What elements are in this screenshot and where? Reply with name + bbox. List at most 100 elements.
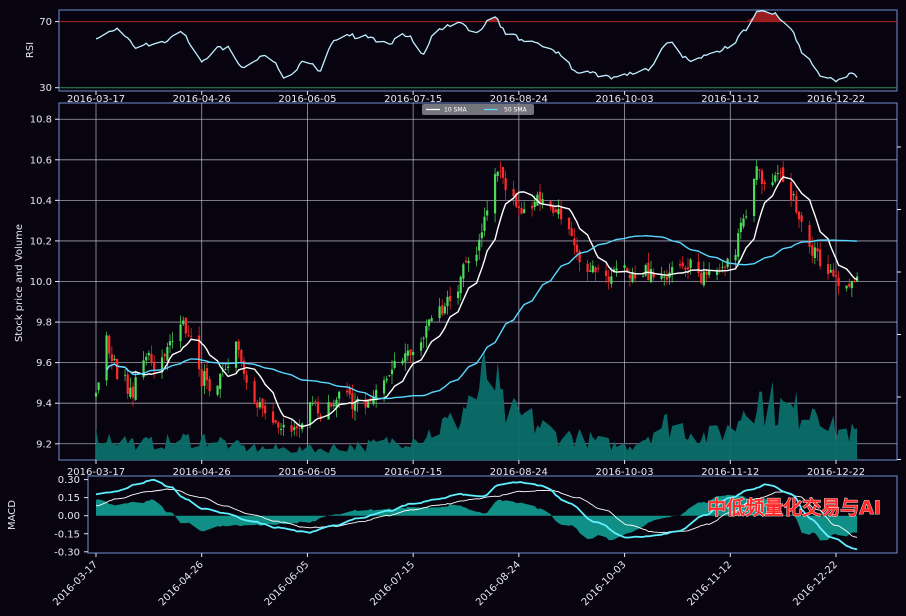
candle-up	[219, 373, 222, 390]
rsi-xtick-label: 2016-08-24	[490, 94, 548, 105]
macd-line	[95, 478, 858, 551]
candle-down	[441, 305, 444, 315]
candle-up	[234, 341, 238, 368]
candle-down	[578, 251, 581, 263]
candle-up	[123, 374, 127, 376]
candle-up	[412, 352, 415, 356]
candle-down	[538, 191, 542, 205]
candle-down	[504, 177, 507, 191]
candle-down	[758, 169, 761, 171]
candle-down	[256, 402, 259, 408]
candle-down	[110, 354, 113, 362]
candle-down	[789, 182, 793, 201]
candle-up	[486, 210, 489, 216]
candle-up	[589, 270, 592, 272]
candle-down	[501, 167, 505, 178]
candle-down	[512, 189, 515, 197]
price-ytick-label: 10.4	[30, 196, 52, 207]
candle-down	[570, 228, 573, 237]
candle-down	[848, 283, 851, 287]
candle-up	[443, 306, 446, 314]
candle-up	[641, 276, 645, 278]
rsi-frame	[58, 9, 898, 92]
candle-down	[560, 208, 563, 220]
rsi-ylabel: RSI	[25, 42, 36, 58]
rsi-xtick-label: 2016-06-05	[278, 94, 336, 105]
price-ytick-label: 9.2	[36, 439, 52, 450]
candle-down	[290, 425, 293, 432]
candle-down	[697, 261, 700, 274]
candle-up	[332, 404, 335, 407]
price-ylabel: Stock price and Volume	[14, 224, 25, 342]
candle-up	[388, 375, 391, 377]
candle-down	[242, 360, 246, 375]
candle-down	[782, 167, 785, 182]
candle-up	[644, 265, 647, 276]
candle-up	[382, 380, 386, 394]
candle-up	[367, 400, 370, 408]
candle-up	[660, 275, 663, 279]
rsi-xtick-label: 2016-03-17	[67, 94, 125, 105]
candle-up	[671, 267, 674, 273]
candle-up	[338, 391, 341, 399]
candle-up	[742, 218, 745, 227]
candle-down	[348, 387, 351, 395]
candle-down	[190, 336, 193, 338]
price-xtick-label: 2016-12-22	[807, 467, 865, 478]
candle-down	[131, 386, 135, 398]
candle-down	[314, 401, 317, 403]
candle-up	[523, 209, 526, 213]
candle-up	[715, 270, 719, 276]
candle-down	[567, 217, 571, 230]
candle-down	[549, 201, 552, 208]
candle-up	[335, 399, 338, 408]
candle-up	[663, 276, 666, 278]
rsi-xtick-label: 2016-12-22	[807, 94, 865, 105]
candle-up	[282, 424, 285, 428]
legend-label-10-sma: 10 SMA	[444, 107, 468, 114]
candle-up	[406, 350, 409, 356]
candle-up	[147, 352, 150, 356]
candle-down	[245, 374, 248, 383]
macd-ylabel: MACD	[7, 500, 18, 530]
candle-up	[390, 369, 394, 375]
candle-up	[425, 325, 428, 338]
rsi-xtick-label: 2016-04-26	[173, 94, 231, 105]
candle-down	[816, 248, 819, 252]
candle-down	[295, 425, 298, 429]
candle-down	[795, 195, 798, 213]
candle-up	[145, 356, 148, 361]
candle-down	[718, 269, 721, 271]
candle-up	[850, 281, 853, 289]
candle-down	[723, 266, 727, 268]
price-xtick-label: 2016-08-24	[490, 467, 548, 478]
candle-down	[515, 193, 518, 207]
candle-up	[353, 402, 357, 411]
candle-up	[467, 261, 470, 264]
candle-down	[652, 271, 655, 278]
candle-up	[224, 369, 227, 370]
candle-down	[604, 270, 608, 277]
sma-10-line	[106, 176, 858, 428]
candle-down	[200, 369, 203, 387]
macd-signal-line	[96, 488, 858, 538]
candle-down	[597, 268, 600, 270]
macd-ytick-label: 0.30	[58, 475, 80, 486]
candle-up	[308, 402, 312, 424]
candle-up	[734, 254, 737, 261]
candle-up	[496, 171, 499, 177]
candle-up	[166, 347, 169, 361]
candle-down	[116, 358, 119, 380]
rsi-line	[95, 10, 858, 83]
candle-down	[678, 264, 682, 266]
candle-up	[203, 371, 206, 386]
candle-down	[647, 262, 650, 281]
candle-up	[216, 385, 219, 395]
rsi-ytick-label: 30	[39, 83, 52, 94]
rsi-xtick-label: 2016-07-15	[384, 94, 442, 105]
price-xtick-label: 2016-10-03	[596, 467, 654, 478]
candle-down	[665, 276, 668, 280]
candle-down	[274, 420, 277, 423]
